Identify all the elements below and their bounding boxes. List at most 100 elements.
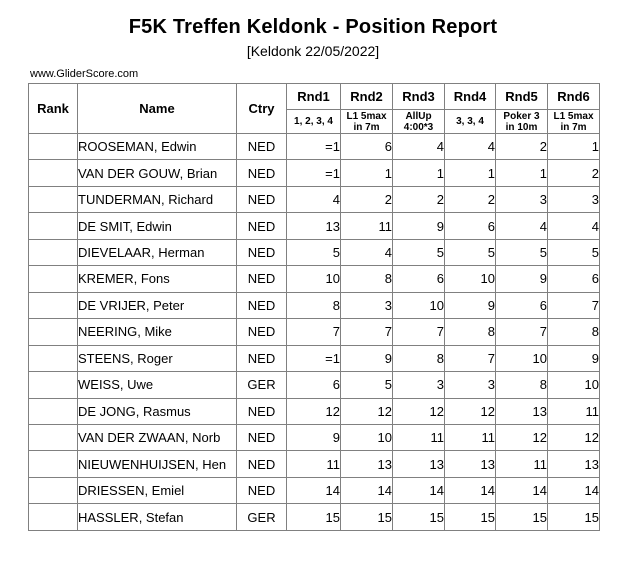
round-value-cell: 12 xyxy=(392,397,445,425)
round-value-cell: 10 xyxy=(495,344,548,373)
round-value-cell: 2 xyxy=(444,185,496,214)
name-cell: NEERING, Mike xyxy=(77,318,237,346)
column-header-name: Name xyxy=(77,83,237,134)
round-value-cell: 7 xyxy=(444,344,496,373)
table-row: HASSLER, Stefan GER 15 15 15 15 15 15 xyxy=(28,503,600,531)
round-value-cell: 12 xyxy=(340,397,393,425)
rank-cell xyxy=(28,291,78,320)
name-cell: VAN DER ZWAAN, Norb xyxy=(77,423,237,452)
round-value-cell: 11 xyxy=(340,212,393,240)
round-value-cell: 8 xyxy=(444,318,496,346)
country-cell: GER xyxy=(236,503,287,531)
rank-cell xyxy=(28,318,78,346)
country-cell: NED xyxy=(236,238,287,267)
round-value-cell: 3 xyxy=(340,291,393,320)
round-value-cell: 9 xyxy=(444,291,496,320)
round-value-cell: 8 xyxy=(547,318,600,346)
round-value-cell: 3 xyxy=(444,371,496,399)
rank-cell xyxy=(28,265,78,293)
round-value-cell: 6 xyxy=(340,132,393,161)
name-cell: DIEVELAAR, Herman xyxy=(77,238,237,267)
round-value-cell: 11 xyxy=(495,450,548,478)
rank-cell xyxy=(28,476,78,505)
round-value-cell: 15 xyxy=(286,503,341,531)
round-value-cell: 6 xyxy=(444,212,496,240)
round-value-cell: 12 xyxy=(495,423,548,452)
rank-cell xyxy=(28,159,78,187)
position-report-table: Rank Name Ctry Rnd1 Rnd2 Rnd3 Rnd4 Rnd5 … xyxy=(28,83,600,531)
rank-cell xyxy=(28,423,78,452)
round-value-cell: 12 xyxy=(547,423,600,452)
round-value-cell: 8 xyxy=(495,371,548,399)
round-value-cell: 2 xyxy=(392,185,445,214)
round-value-cell: 4 xyxy=(547,212,600,240)
round-value-cell: 3 xyxy=(495,185,548,214)
round-value-cell: 6 xyxy=(286,371,341,399)
country-cell: NED xyxy=(236,212,287,240)
round-value-cell: 7 xyxy=(286,318,341,346)
country-cell: NED xyxy=(236,291,287,320)
round-value-cell: 9 xyxy=(547,344,600,373)
round-value-cell: 13 xyxy=(286,212,341,240)
column-header-rnd2: Rnd2 xyxy=(340,83,393,110)
name-cell: DE VRIJER, Peter xyxy=(77,291,237,320)
round-task-rnd3: AllUp 4:00*3 xyxy=(392,109,445,134)
name-cell: WEISS, Uwe xyxy=(77,371,237,399)
table-row: DE JONG, Rasmus NED 12 12 12 12 13 11 xyxy=(28,397,600,425)
name-cell: KREMER, Fons xyxy=(77,265,237,293)
country-cell: NED xyxy=(236,344,287,373)
round-value-cell: 3 xyxy=(392,371,445,399)
round-task-rnd4: 3, 3, 4 xyxy=(444,109,496,134)
column-header-rnd6: Rnd6 xyxy=(547,83,600,110)
country-cell: NED xyxy=(236,476,287,505)
round-value-cell: =1 xyxy=(286,344,341,373)
rank-cell xyxy=(28,185,78,214)
round-value-cell: 4 xyxy=(392,132,445,161)
round-value-cell: 2 xyxy=(340,185,393,214)
country-cell: NED xyxy=(236,318,287,346)
round-value-cell: 8 xyxy=(392,344,445,373)
table-row: NIEUWENHUIJSEN, Hen NED 11 13 13 13 11 13 xyxy=(28,450,600,478)
round-value-cell: 7 xyxy=(392,318,445,346)
round-value-cell: 7 xyxy=(495,318,548,346)
round-value-cell: 4 xyxy=(286,185,341,214)
rank-cell xyxy=(28,132,78,161)
round-value-cell: 11 xyxy=(444,423,496,452)
page-title: F5K Treffen Keldonk - Position Report xyxy=(128,16,498,38)
round-value-cell: 8 xyxy=(340,265,393,293)
round-value-cell: 4 xyxy=(495,212,548,240)
table-row: DIEVELAAR, Herman NED 5 4 5 5 5 5 xyxy=(28,238,600,267)
round-value-cell: 6 xyxy=(547,265,600,293)
event-subtitle: [Keldonk 22/05/2022] xyxy=(246,43,380,59)
round-value-cell: 6 xyxy=(495,291,548,320)
round-value-cell: 7 xyxy=(547,291,600,320)
name-cell: STEENS, Roger xyxy=(77,344,237,373)
round-value-cell: 14 xyxy=(444,476,496,505)
table-row: NEERING, Mike NED 7 7 7 8 7 8 xyxy=(28,318,600,346)
round-value-cell: 4 xyxy=(340,238,393,267)
table-row: VAN DER ZWAAN, Norb NED 9 10 11 11 12 12 xyxy=(28,423,600,452)
round-task-rnd2: L1 5max in 7m xyxy=(340,109,393,134)
round-value-cell: 9 xyxy=(286,423,341,452)
round-value-cell: 6 xyxy=(392,265,445,293)
round-value-cell: 1 xyxy=(392,159,445,187)
table-row: WEISS, Uwe GER 6 5 3 3 8 10 xyxy=(28,371,600,399)
column-header-rnd5: Rnd5 xyxy=(495,83,548,110)
table-row: TUNDERMAN, Richard NED 4 2 2 2 3 3 xyxy=(28,185,600,214)
round-value-cell: 10 xyxy=(444,265,496,293)
rank-cell xyxy=(28,238,78,267)
table-row: VAN DER GOUW, Brian NED =1 1 1 1 1 2 xyxy=(28,159,600,187)
rank-cell xyxy=(28,397,78,425)
round-value-cell: 1 xyxy=(547,132,600,161)
rank-cell xyxy=(28,344,78,373)
round-value-cell: 5 xyxy=(444,238,496,267)
round-value-cell: 5 xyxy=(286,238,341,267)
round-value-cell: 14 xyxy=(547,476,600,505)
table-row: KREMER, Fons NED 10 8 6 10 9 6 xyxy=(28,265,600,293)
table-row: ROOSEMAN, Edwin NED =1 6 4 4 2 1 xyxy=(28,132,600,161)
column-header-ctry: Ctry xyxy=(236,83,287,134)
round-value-cell: 14 xyxy=(286,476,341,505)
round-value-cell: 7 xyxy=(340,318,393,346)
country-cell: NED xyxy=(236,397,287,425)
round-value-cell: 1 xyxy=(444,159,496,187)
